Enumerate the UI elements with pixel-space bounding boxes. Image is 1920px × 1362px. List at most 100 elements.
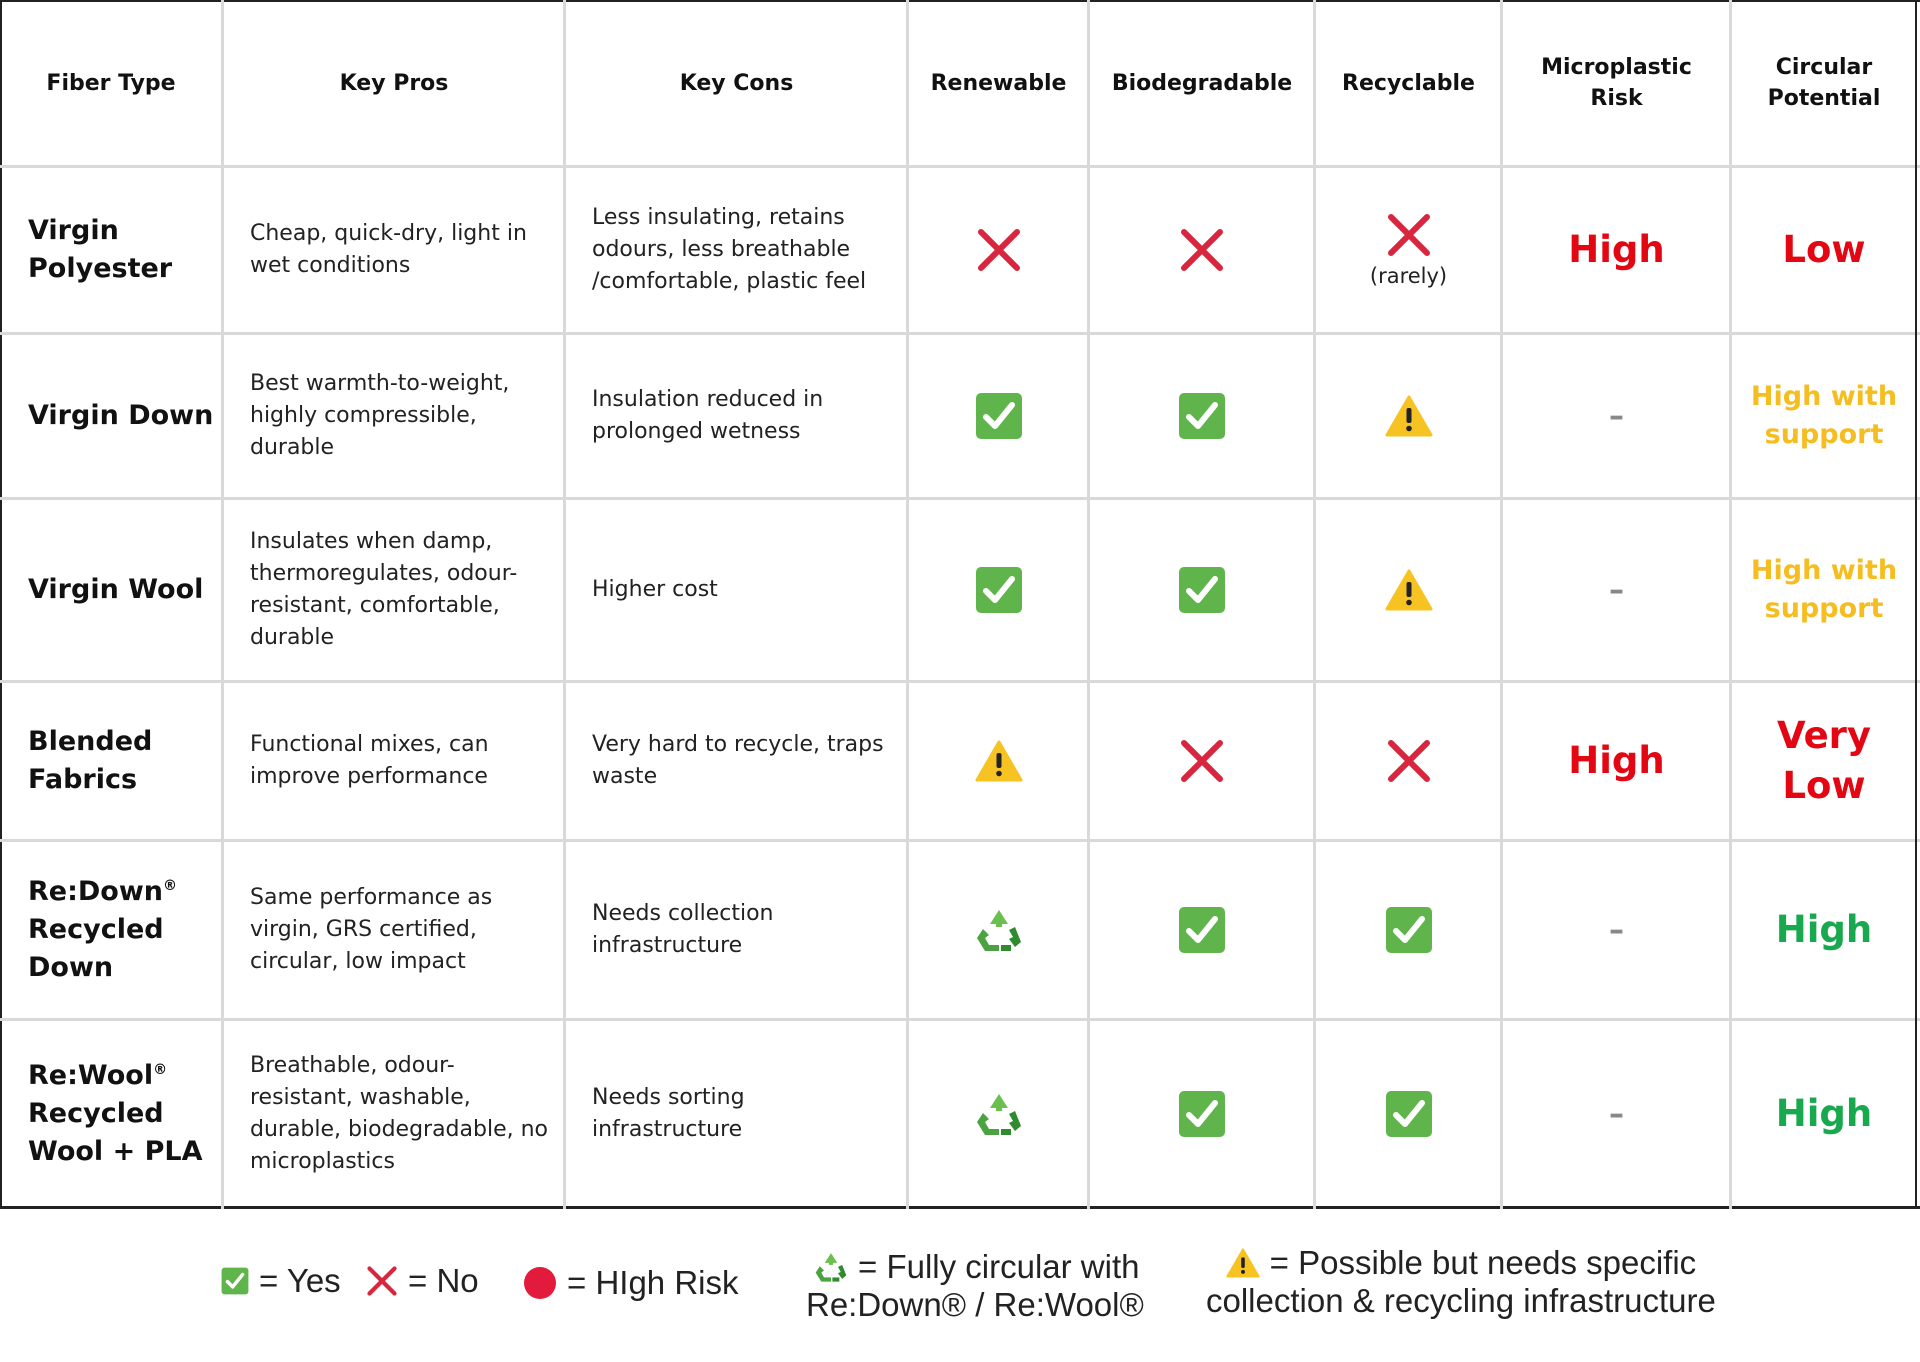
renewable-cell	[909, 842, 1088, 1018]
header-key-cons: Key Cons	[679, 70, 794, 96]
key-cons-cell: Higher cost	[566, 500, 907, 680]
biodegradable-cell	[1090, 842, 1314, 1018]
cross-icon	[1387, 214, 1430, 256]
legend-yes: = Yes	[221, 1262, 341, 1300]
column-divider	[1500, 0, 1503, 1209]
legend-possible-line1: = Possible but needs specific	[1269, 1244, 1697, 1281]
warning-icon	[1385, 569, 1432, 611]
microplastic-risk-cell: High	[1503, 168, 1730, 332]
legend-high-risk-label: = HIgh Risk	[567, 1264, 739, 1301]
key-pros-text: Best warmth-to-weight, highly compressib…	[250, 371, 510, 460]
fiber-type-label: Virgin Down	[28, 400, 214, 431]
fiber-type-label: Recycled Wool + PLA	[28, 1098, 203, 1167]
check-icon	[1385, 1091, 1432, 1137]
microplastic-risk-cell: –	[1503, 500, 1730, 680]
key-pros-cell: Same performance as virgin, GRS certifie…	[224, 842, 564, 1018]
fiber-type-cell: Blended Fabrics	[0, 683, 222, 839]
key-cons-cell: Less insulating, retains odours, less br…	[566, 168, 907, 332]
fiber-type-name: Virgin Polyester	[28, 212, 222, 288]
circular-potential-cell: Low	[1732, 168, 1916, 332]
cross-icon	[1181, 229, 1223, 271]
circular-potential-cell: Very Low	[1732, 683, 1916, 839]
biodegradable-cell	[1090, 335, 1314, 497]
circular-potential-value: High with support	[1750, 555, 1898, 624]
key-cons-text: Needs sorting infrastructure	[592, 1085, 745, 1142]
column-divider	[1313, 0, 1316, 1209]
key-pros-cell: Breathable, odour-resistant, washable, d…	[224, 1021, 564, 1207]
fiber-brand: Re:Down	[28, 876, 164, 907]
not-applicable-dash: –	[1609, 912, 1624, 948]
fiber-type-cell: Virgin Polyester	[0, 168, 222, 332]
circular-potential-value: Very Low	[1776, 714, 1872, 807]
row-divider	[0, 332, 1920, 335]
not-applicable-dash: –	[1609, 398, 1624, 434]
comparison-table: Fiber Type Key Pros Key Cons Renewable B…	[0, 0, 1920, 1209]
microplastic-risk-value: High	[1568, 739, 1665, 782]
renewable-cell	[909, 1021, 1088, 1207]
key-cons-text: Insulation reduced in prolonged wetness	[592, 387, 824, 444]
microplastic-risk-cell: High	[1503, 683, 1730, 839]
legend-no: = No	[366, 1262, 479, 1300]
circular-potential-cell: High	[1732, 1021, 1916, 1207]
warning-icon	[975, 740, 1022, 782]
registered-mark: ®	[153, 1062, 168, 1078]
key-pros-cell: Functional mixes, can improve performanc…	[224, 683, 564, 839]
key-cons-cell: Very hard to recycle, traps waste	[566, 683, 907, 839]
key-pros-text: Functional mixes, can improve performanc…	[250, 732, 489, 789]
circular-potential-cell: High with support	[1732, 335, 1916, 497]
fiber-type-cell: Re:Down® Recycled Down	[0, 842, 222, 1018]
key-cons-cell: Needs collection infrastructure	[566, 842, 907, 1018]
header-recyclable: Recyclable	[1342, 70, 1475, 96]
microplastic-risk-cell: –	[1503, 335, 1730, 497]
circular-potential-value: Low	[1782, 228, 1866, 271]
key-pros-text: Same performance as virgin, GRS certifie…	[250, 885, 493, 974]
column-divider	[1729, 0, 1732, 1209]
recyclable-cell	[1316, 1021, 1501, 1207]
recycle-icon	[976, 1094, 1021, 1135]
fiber-type-label: Virgin Polyester	[28, 215, 173, 284]
renewable-cell	[909, 683, 1088, 839]
fiber-type-name: Re:Down® Recycled Down	[28, 873, 222, 987]
not-applicable-dash: –	[1609, 572, 1624, 608]
row-divider	[0, 680, 1920, 683]
key-cons-text: Higher cost	[592, 577, 718, 602]
legend-possible-line2: collection & recycling infrastructure	[1206, 1282, 1716, 1319]
fiber-type-cell: Virgin Wool	[0, 500, 222, 680]
check-icon	[1179, 907, 1225, 953]
row-divider	[0, 839, 1920, 842]
header-fiber-type: Fiber Type	[46, 70, 176, 96]
key-pros-text: Cheap, quick-dry, light in wet condition…	[250, 221, 527, 278]
circular-potential-cell: High	[1732, 842, 1916, 1018]
key-cons-text: Needs collection infrastructure	[592, 901, 774, 958]
red-dot-icon	[524, 1267, 556, 1299]
recyclable-cell: (rarely)	[1316, 168, 1501, 332]
microplastic-risk-cell: –	[1503, 842, 1730, 1018]
circular-potential-value: High	[1775, 908, 1873, 951]
check-icon	[1179, 1091, 1225, 1137]
check-icon	[1179, 393, 1225, 439]
row-divider	[0, 1018, 1920, 1021]
biodegradable-cell	[1090, 1021, 1314, 1207]
key-pros-cell: Best warmth-to-weight, highly compressib…	[224, 335, 564, 497]
legend-circular-line1: = Fully circular with	[858, 1248, 1140, 1285]
key-cons-text: Very hard to recycle, traps waste	[592, 732, 884, 789]
legend-yes-label: = Yes	[259, 1262, 341, 1299]
fiber-type-name: Blended Fabrics	[28, 723, 222, 799]
microplastic-risk-cell: –	[1503, 1021, 1730, 1207]
fiber-type-label: Recycled Down	[28, 914, 164, 983]
fiber-type-label: Blended Fabrics	[28, 726, 153, 795]
key-cons-cell: Needs sorting infrastructure	[566, 1021, 907, 1207]
legend-circular-line2: Re:Down® / Re:Wool®	[806, 1286, 1144, 1323]
biodegradable-cell	[1090, 168, 1314, 332]
key-cons-text: Less insulating, retains odours, less br…	[592, 205, 867, 294]
legend-fully-circular: = Fully circular with Re:Down® / Re:Wool…	[806, 1248, 1144, 1324]
key-pros-text: Breathable, odour-resistant, washable, d…	[250, 1053, 549, 1174]
recyclable-note: (rarely)	[1369, 264, 1448, 288]
fiber-brand: Re:Wool	[28, 1060, 154, 1091]
legend-no-label: = No	[408, 1262, 479, 1299]
header-key-pros: Key Pros	[339, 70, 449, 96]
legend-high-risk: = HIgh Risk	[523, 1264, 738, 1302]
check-icon	[1385, 907, 1432, 953]
column-divider	[1087, 0, 1090, 1209]
renewable-cell	[909, 168, 1088, 332]
